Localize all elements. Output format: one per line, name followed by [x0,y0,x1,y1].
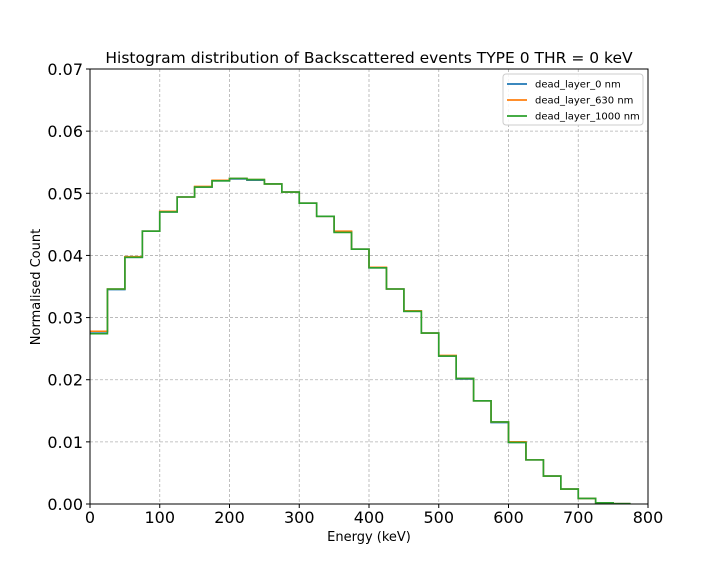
x-tick-label: 0 [85,508,95,527]
x-tick-label: 100 [144,508,175,527]
chart-title: Histogram distribution of Backscattered … [105,49,633,67]
x-tick-label: 800 [633,508,664,527]
y-axis: 0.00 0.01 0.02 0.03 0.04 0.05 0.06 0.07 [47,60,90,514]
y-tick-label: 0.03 [47,309,83,328]
x-tick-label: 600 [493,508,524,527]
series-line-dead-layer-1000-nm [90,177,631,505]
y-tick-label: 0.06 [47,122,83,141]
x-tick-label: 700 [563,508,594,527]
legend-label: dead_layer_1000 nm [535,112,640,123]
y-axis-label: Normalised Count [29,229,44,345]
legend-box [502,73,644,126]
x-tick-label: 500 [423,508,454,527]
x-axis-label: Energy (keV) [327,530,411,545]
legend-label: dead_layer_630 nm [535,96,633,107]
y-tick-label: 0.04 [47,246,83,265]
legend-label: dead_layer_0 nm [535,80,621,91]
legend: dead_layer_0 nm dead_layer_630 nm dead_lay… [502,73,644,126]
x-tick-label: 200 [214,508,245,527]
y-tick-label: 0.07 [47,60,83,79]
x-tick-label: 300 [284,508,315,527]
x-axis: 0 100 200 300 400 500 600 700 800 [85,504,663,527]
x-tick-label: 400 [354,508,385,527]
y-tick-label: 0.05 [47,184,83,203]
y-tick-label: 0.00 [47,495,83,514]
y-tick-label: 0.01 [47,433,83,452]
series-layer [90,177,631,505]
y-tick-label: 0.02 [47,371,83,390]
